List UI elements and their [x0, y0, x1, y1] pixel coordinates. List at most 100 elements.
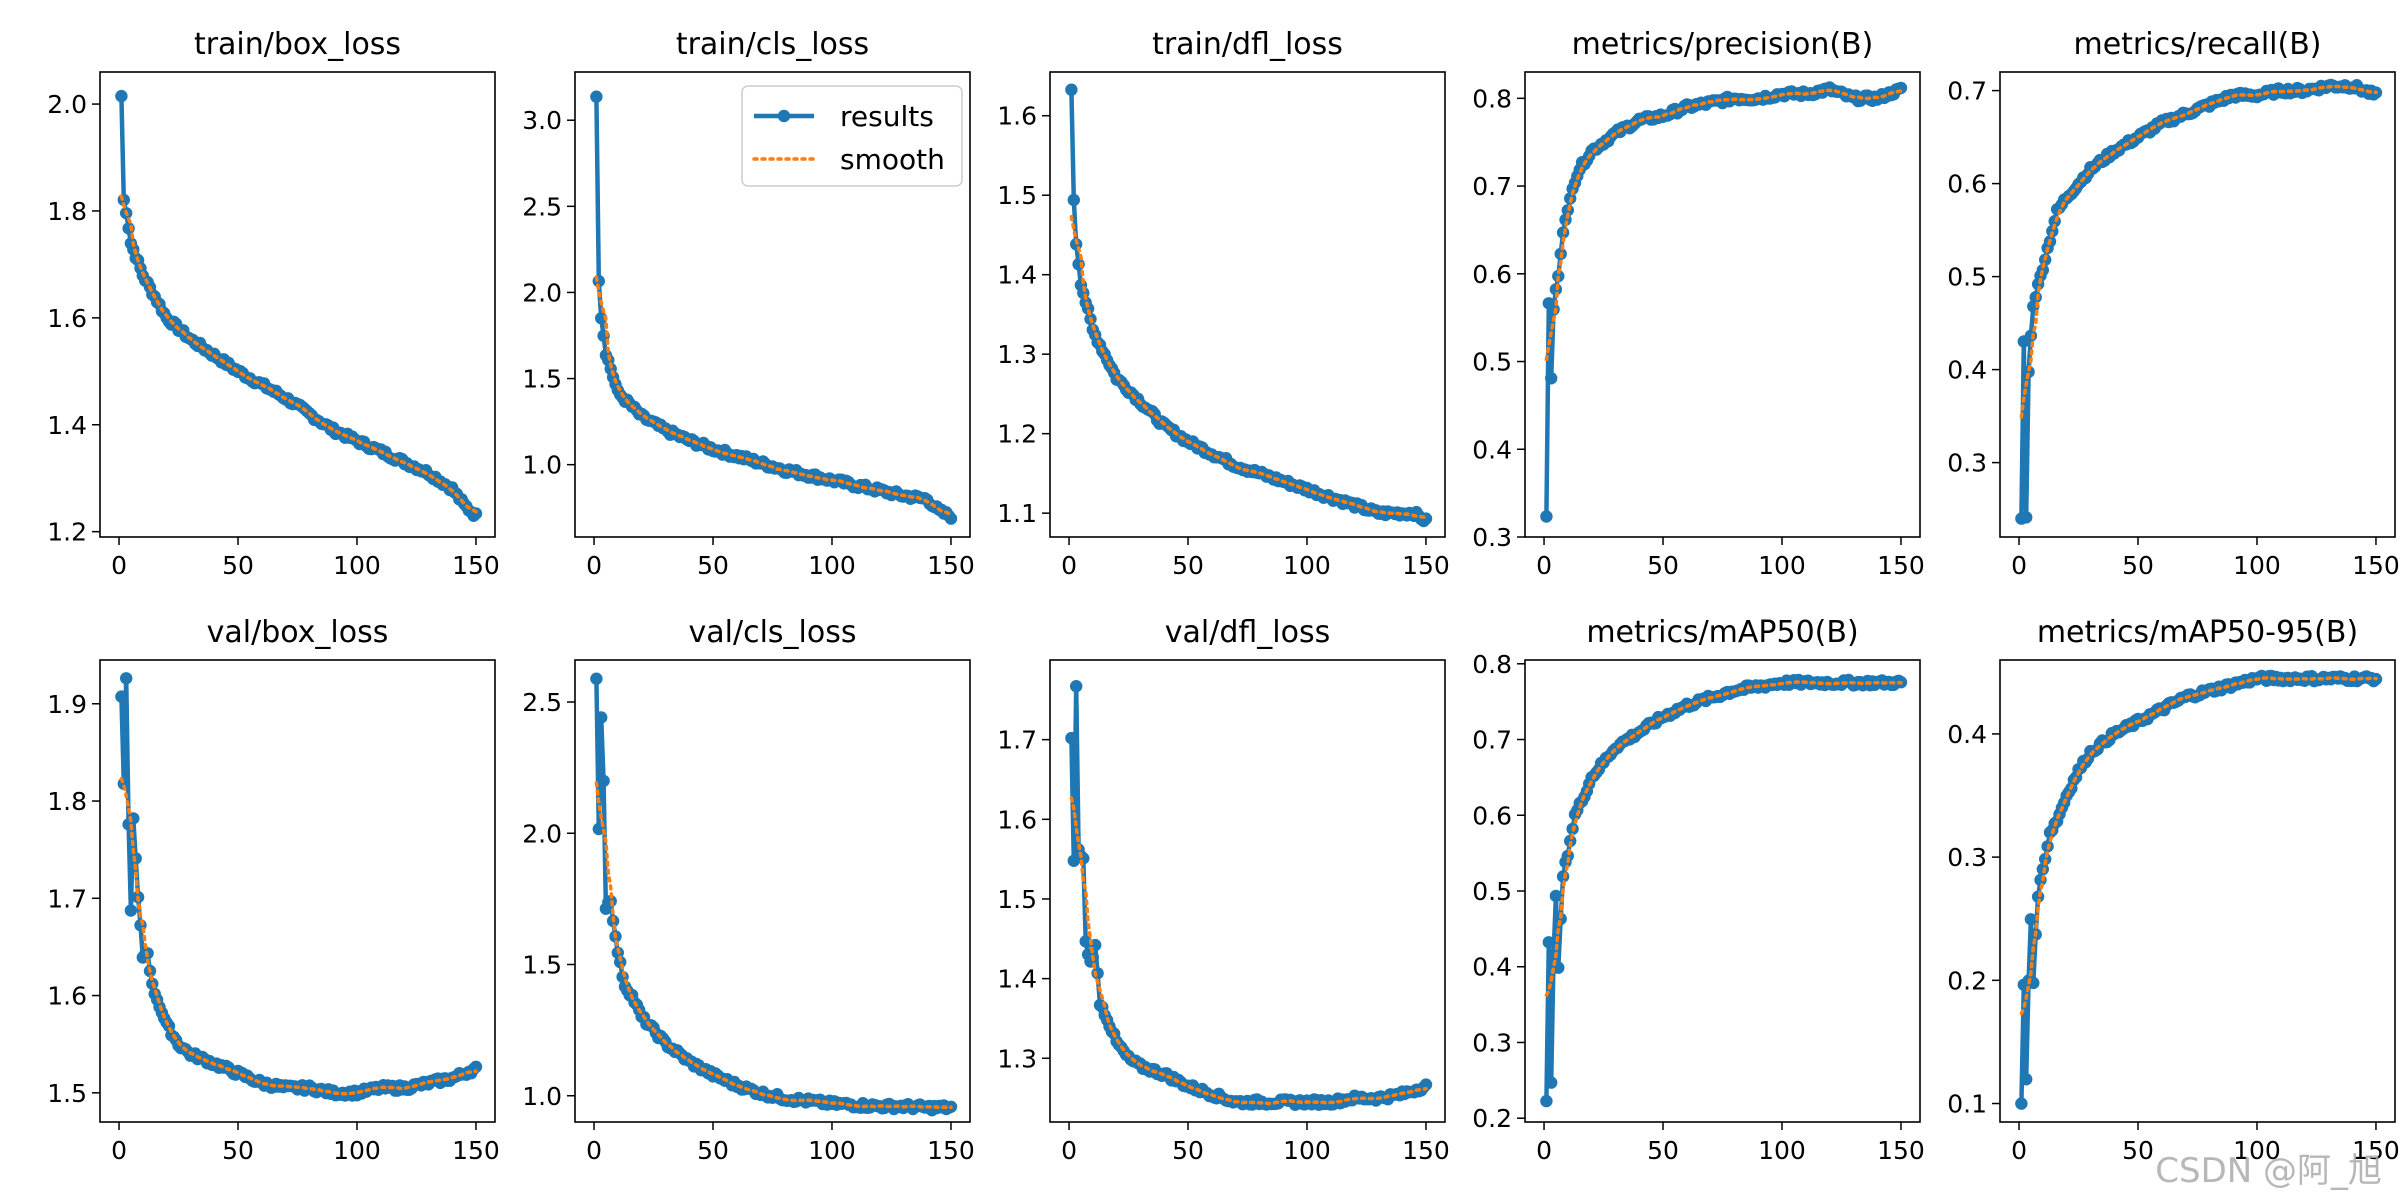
- data-point: [1079, 935, 1092, 948]
- plot-title: metrics/mAP50-95(B): [2037, 615, 2358, 650]
- plot-metrics-precision-b: metrics/precision(B) 0.3 0.4 0.5 0.6 0.7 0.8 0 5…: [1472, 27, 1925, 580]
- x-tick-label: 0: [586, 1136, 602, 1165]
- smooth-line: [2019, 84, 2378, 419]
- y-tick-label: 0.6: [1472, 801, 1512, 830]
- x-tick-label: 100: [1283, 551, 1331, 580]
- x-tick-label: 150: [1402, 551, 1450, 580]
- y-tick-label: 1.0: [522, 451, 562, 480]
- plot-title: train/box_loss: [194, 27, 401, 62]
- plot-frame: [99, 71, 496, 538]
- results-points: [115, 89, 483, 522]
- x-tick-label: 100: [2233, 551, 2281, 580]
- y-tick-label: 1.7: [47, 884, 87, 913]
- y-tick-label: 1.2: [47, 518, 87, 547]
- x-tick-label: 100: [808, 551, 856, 580]
- y-tick-label: 1.3: [997, 1044, 1037, 1073]
- data-point: [120, 672, 133, 685]
- x-tick-label: 0: [586, 551, 602, 580]
- plot-frame: [1524, 659, 1921, 1123]
- plot-title: val/cls_loss: [689, 615, 857, 650]
- data-point: [1065, 83, 1078, 96]
- data-point: [2020, 1073, 2033, 1086]
- y-tick-label: 1.4: [47, 411, 87, 440]
- data-point: [944, 512, 958, 525]
- plot-title: train/cls_loss: [676, 27, 869, 62]
- plot-metrics-recall-b: metrics/recall(B) 0.3 0.4 0.5 0.6 0.7 0 50 100 15…: [1947, 27, 2400, 580]
- legend-box: [741, 85, 963, 187]
- x-tick-label: 50: [222, 1136, 254, 1165]
- data-point: [1547, 948, 1560, 961]
- legend: results smooth: [741, 85, 963, 187]
- x-tick-label: 150: [1877, 551, 1925, 580]
- plot-metrics-map50-b: metrics/mAP50(B) 0.2 0.3 0.4 0.5 0.6 0.7 0.8 0 50…: [1472, 615, 1925, 1165]
- results-points: [1540, 673, 1908, 1108]
- data-point: [2015, 1097, 2028, 1110]
- y-tick-label: 0.7: [1472, 726, 1512, 755]
- plot-frame: [99, 659, 496, 1123]
- plot-val-cls-loss: val/cls_loss 1.0 1.5 2.0 2.5 0 50 100 150: [522, 615, 975, 1165]
- smooth-line: [119, 194, 478, 514]
- data-point: [2020, 511, 2033, 524]
- data-point: [597, 774, 610, 788]
- y-tick-label: 1.3: [997, 340, 1037, 369]
- data-point: [124, 904, 138, 917]
- y-tick-label: 0.8: [1472, 650, 1512, 679]
- y-tick-label: 1.6: [997, 102, 1037, 131]
- y-tick-label: 0.7: [1472, 172, 1512, 201]
- y-tick-label: 1.5: [47, 1079, 87, 1108]
- results-points: [2015, 78, 2383, 525]
- plot-title: train/dfl_loss: [1152, 27, 1343, 62]
- x-tick-label: 50: [1172, 1136, 1204, 1165]
- y-tick-label: 0.2: [1472, 1104, 1512, 1133]
- x-tick-label: 0: [2011, 1136, 2027, 1165]
- plot-title: metrics/precision(B): [1572, 27, 1874, 62]
- x-tick-label: 0: [1061, 1136, 1077, 1165]
- smooth-line: [2019, 676, 2378, 1016]
- data-point: [1554, 912, 1567, 926]
- x-tick-label: 0: [111, 551, 127, 580]
- legend-results-marker: [777, 109, 791, 123]
- x-tick-label: 100: [1758, 551, 1806, 580]
- x-tick-label: 150: [1877, 1136, 1925, 1165]
- x-tick-label: 150: [2352, 1136, 2400, 1165]
- plot-title: metrics/mAP50(B): [1586, 615, 1858, 650]
- x-tick-label: 50: [222, 551, 254, 580]
- y-tick-label: 1.5: [522, 951, 562, 980]
- data-point: [1065, 731, 1078, 745]
- data-point: [1070, 680, 1083, 693]
- y-tick-label: 1.5: [522, 365, 562, 394]
- data-point: [590, 90, 603, 103]
- smooth-line: [1544, 88, 1903, 362]
- plot-title: metrics/recall(B): [2073, 27, 2321, 62]
- y-tick-label: 1.1: [997, 499, 1037, 528]
- data-point: [469, 1060, 483, 1074]
- plot-val-dfl-loss: val/dfl_loss 1.3 1.4 1.5 1.6 1.7 0 50 100 150: [997, 615, 1450, 1165]
- results-line: [594, 678, 952, 1113]
- y-tick-label: 0.4: [1947, 720, 1987, 749]
- x-tick-label: 100: [333, 551, 381, 580]
- y-tick-label: 0.3: [1947, 449, 1987, 478]
- y-tick-label: 1.4: [997, 261, 1037, 290]
- data-point: [115, 690, 128, 703]
- x-tick-label: 0: [1061, 551, 1077, 580]
- data-point: [2024, 329, 2038, 342]
- results-points: [1540, 81, 1908, 523]
- data-point: [1419, 1078, 1433, 1091]
- y-tick-label: 2.0: [522, 278, 562, 307]
- smooth-line: [119, 776, 478, 1096]
- data-point: [1542, 936, 1556, 949]
- x-tick-label: 150: [927, 1136, 975, 1165]
- plot-frame: [1049, 659, 1446, 1123]
- x-tick-label: 150: [452, 551, 500, 580]
- y-tick-label: 0.6: [1947, 170, 1987, 199]
- legend-results-label: results: [840, 100, 934, 133]
- results-line: [2019, 673, 2378, 1104]
- results-points: [1065, 83, 1433, 528]
- y-tick-label: 0.5: [1472, 348, 1512, 377]
- y-tick-label: 0.4: [1947, 356, 1987, 385]
- plot-title: val/box_loss: [207, 615, 389, 650]
- y-tick-label: 0.3: [1947, 843, 1987, 872]
- plot-train-cls-loss: train/cls_loss 1.0 1.5 2.0 2.5 3.0 0 50 100 150 re…: [522, 27, 975, 580]
- x-tick-label: 50: [2122, 551, 2154, 580]
- data-point: [1545, 372, 1558, 385]
